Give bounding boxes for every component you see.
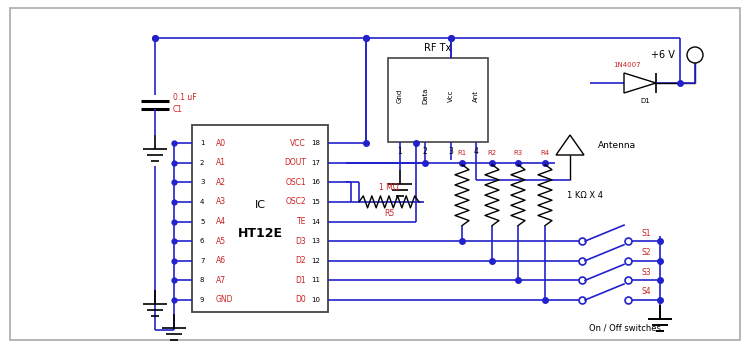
Text: S1: S1 xyxy=(641,229,650,238)
Text: 1 KΩ X 4: 1 KΩ X 4 xyxy=(567,191,603,199)
Text: OSC2: OSC2 xyxy=(285,197,306,206)
Text: 0.1 uF: 0.1 uF xyxy=(173,92,196,102)
Text: 7: 7 xyxy=(200,258,205,264)
Text: 2: 2 xyxy=(200,160,204,166)
Text: 1 MΩ: 1 MΩ xyxy=(380,183,399,192)
Text: D1: D1 xyxy=(296,276,306,285)
Text: D0: D0 xyxy=(296,295,306,304)
Text: S2: S2 xyxy=(641,248,650,257)
Text: 18: 18 xyxy=(311,140,320,146)
Text: A7: A7 xyxy=(216,276,226,285)
Text: 9: 9 xyxy=(200,297,205,303)
Text: +6 V: +6 V xyxy=(651,50,675,60)
Text: 3: 3 xyxy=(448,147,453,156)
Bar xyxy=(192,125,328,312)
Text: D1: D1 xyxy=(640,98,650,104)
Text: Ant: Ant xyxy=(473,90,479,102)
Text: C1: C1 xyxy=(173,105,183,113)
Text: D2: D2 xyxy=(296,256,306,265)
Text: TE: TE xyxy=(296,217,306,226)
Text: A2: A2 xyxy=(216,178,226,187)
Text: 1: 1 xyxy=(398,147,402,156)
Text: S4: S4 xyxy=(641,287,650,296)
Text: VCC: VCC xyxy=(290,139,306,147)
Text: Gnd: Gnd xyxy=(397,89,403,103)
Text: RF Tx: RF Tx xyxy=(424,43,451,53)
Text: Data: Data xyxy=(422,88,428,104)
Text: R3: R3 xyxy=(513,150,523,156)
Text: A5: A5 xyxy=(216,237,226,246)
Text: S3: S3 xyxy=(641,268,650,277)
Text: On / Off switches: On / Off switches xyxy=(589,323,661,332)
Text: 1: 1 xyxy=(200,140,205,146)
Text: 4: 4 xyxy=(473,147,478,156)
Text: A4: A4 xyxy=(216,217,226,226)
Text: 3: 3 xyxy=(200,179,205,185)
Text: 15: 15 xyxy=(311,199,320,205)
Bar xyxy=(388,58,488,142)
Text: 12: 12 xyxy=(311,258,320,264)
Text: DOUT: DOUT xyxy=(284,158,306,167)
Text: 6: 6 xyxy=(200,238,205,244)
Text: 8: 8 xyxy=(200,277,205,284)
Text: Antenna: Antenna xyxy=(598,140,636,149)
Text: 17: 17 xyxy=(311,160,320,166)
Text: R4: R4 xyxy=(541,150,550,156)
Text: 4: 4 xyxy=(200,199,204,205)
Text: 2: 2 xyxy=(423,147,427,156)
Text: 10: 10 xyxy=(311,297,320,303)
Text: 13: 13 xyxy=(311,238,320,244)
Text: 1N4007: 1N4007 xyxy=(614,62,640,68)
Text: HT12E: HT12E xyxy=(238,227,283,240)
Text: Vcc: Vcc xyxy=(448,90,454,102)
Text: A0: A0 xyxy=(216,139,226,147)
Text: 11: 11 xyxy=(311,277,320,284)
Text: A1: A1 xyxy=(216,158,226,167)
Text: R1: R1 xyxy=(458,150,466,156)
Text: 16: 16 xyxy=(311,179,320,185)
Text: GND: GND xyxy=(216,295,233,304)
Text: A3: A3 xyxy=(216,197,226,206)
Text: 14: 14 xyxy=(311,218,320,224)
Text: OSC1: OSC1 xyxy=(285,178,306,187)
Text: R2: R2 xyxy=(488,150,496,156)
Text: R5: R5 xyxy=(384,209,394,218)
Text: 5: 5 xyxy=(200,218,204,224)
Text: A6: A6 xyxy=(216,256,226,265)
Text: IC: IC xyxy=(254,201,266,210)
Text: D3: D3 xyxy=(296,237,306,246)
